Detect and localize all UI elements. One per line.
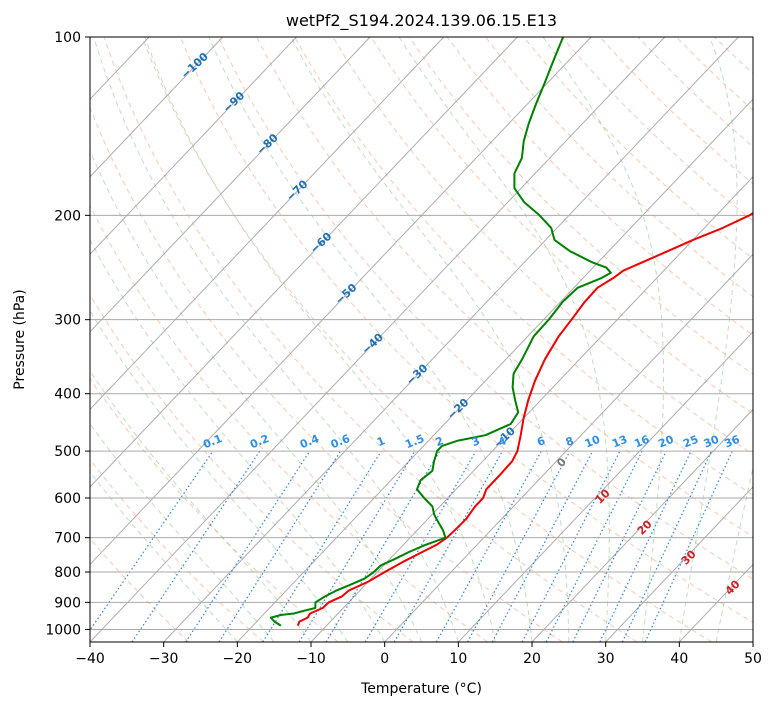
- mixing-ratio-line: [621, 450, 713, 642]
- y-axis-label: Pressure (hPa): [12, 289, 28, 389]
- isotherm-line: [90, 37, 666, 642]
- mixing-ratio-line: [218, 450, 342, 642]
- isotherm-line: [605, 486, 753, 642]
- moist-adiabat: [90, 309, 349, 642]
- moist-adiabat: [90, 423, 275, 642]
- mixing-ratio-line: [262, 450, 382, 642]
- moist-adiabat: [398, 37, 610, 642]
- mixing-ratio-label: 30: [702, 433, 721, 451]
- mixing-ratio-label: 25: [681, 433, 700, 451]
- moist-adiabat: [678, 37, 738, 642]
- mixing-ratio-line: [90, 450, 214, 632]
- isotherm-line: [310, 176, 753, 642]
- isotherm-line: [90, 37, 371, 333]
- mixing-ratio-line: [466, 450, 571, 642]
- dry-adiabat: [408, 37, 753, 375]
- dry-adiabat: [217, 37, 753, 580]
- dry-adiabat: [90, 204, 488, 642]
- y-tick-label: 1000: [45, 622, 81, 638]
- y-tick-label: 300: [54, 313, 81, 329]
- temperature-profile-line: [296, 211, 753, 626]
- isotherm-line: [457, 331, 753, 642]
- isotherm-line: [90, 37, 518, 488]
- moist-adiabat: [208, 37, 533, 642]
- dry-adiabat: [294, 37, 753, 496]
- x-tick-label: −10: [296, 651, 326, 667]
- x-tick-label: 30: [597, 651, 615, 667]
- mixing-ratio-line: [435, 450, 542, 642]
- y-tick-label: 900: [54, 595, 81, 611]
- moist-adiabat: [290, 37, 570, 642]
- isotherm-line: [90, 37, 297, 256]
- isotherm-line: [90, 37, 445, 411]
- plot-frame: [89, 36, 754, 643]
- isotherm-line: [236, 98, 753, 642]
- mixing-ratio-label: 2: [434, 434, 446, 449]
- moist-adiabat: [90, 238, 386, 642]
- moist-adiabat: [90, 149, 422, 642]
- mixing-ratio-label: 10: [583, 433, 602, 451]
- x-tick-label: 10: [449, 651, 467, 667]
- dry-adiabat: [103, 37, 638, 642]
- x-tick-label: 0: [380, 651, 389, 667]
- mixing-ratio-label: 3: [470, 434, 482, 449]
- x-tick-label: −20: [223, 651, 253, 667]
- mixing-ratio-label: 16: [632, 433, 651, 451]
- chart-title: wetPf2_S194.2024.139.06.15.E13: [286, 11, 557, 31]
- mixing-ratio-label: 1: [375, 434, 387, 449]
- mixing-ratio-line: [599, 450, 692, 642]
- dry-adiabat: [179, 37, 753, 623]
- mixing-ratio-label: 36: [723, 433, 742, 451]
- y-tick-label: 600: [54, 491, 81, 507]
- x-tick-label: 20: [523, 651, 541, 667]
- y-tick-label: 700: [54, 531, 81, 547]
- y-tick-label: 500: [54, 444, 81, 460]
- moist-adiabat: [93, 37, 459, 642]
- y-tick-label: 100: [54, 30, 81, 46]
- dry-adiabat: [90, 458, 264, 642]
- x-tick-label: 50: [744, 651, 762, 667]
- mixing-ratio-label: 20: [657, 433, 676, 451]
- isotherm-line: [531, 408, 753, 642]
- moist-adiabat: [90, 471, 238, 642]
- x-axis-label: Temperature (°C): [360, 681, 482, 697]
- mixing-ratio-line: [572, 450, 667, 642]
- moist-adiabat: [542, 37, 665, 642]
- x-tick-label: −30: [149, 651, 179, 667]
- x-tick-label: 40: [670, 651, 688, 667]
- x-tick-label: −40: [75, 651, 105, 667]
- y-tick-label: 800: [54, 565, 81, 581]
- isotherm-line: [384, 253, 753, 642]
- isotherm-line: [163, 37, 739, 642]
- dewpoint-profile-line: [269, 37, 612, 627]
- mixing-ratio-line: [364, 450, 477, 642]
- mixing-ratio-label: 8: [564, 434, 576, 449]
- y-tick-label: 400: [54, 387, 81, 403]
- isotherm-line: [90, 37, 224, 178]
- isotherm-line: [90, 37, 592, 566]
- mixing-ratio-label: 13: [610, 433, 629, 451]
- dry-adiabat: [90, 106, 563, 642]
- mixing-ratio-line: [644, 450, 733, 642]
- mixing-ratio-line: [325, 450, 441, 642]
- moist-adiabat: [144, 37, 496, 642]
- mixing-ratio-line: [393, 450, 504, 642]
- y-tick-label: 200: [54, 208, 81, 224]
